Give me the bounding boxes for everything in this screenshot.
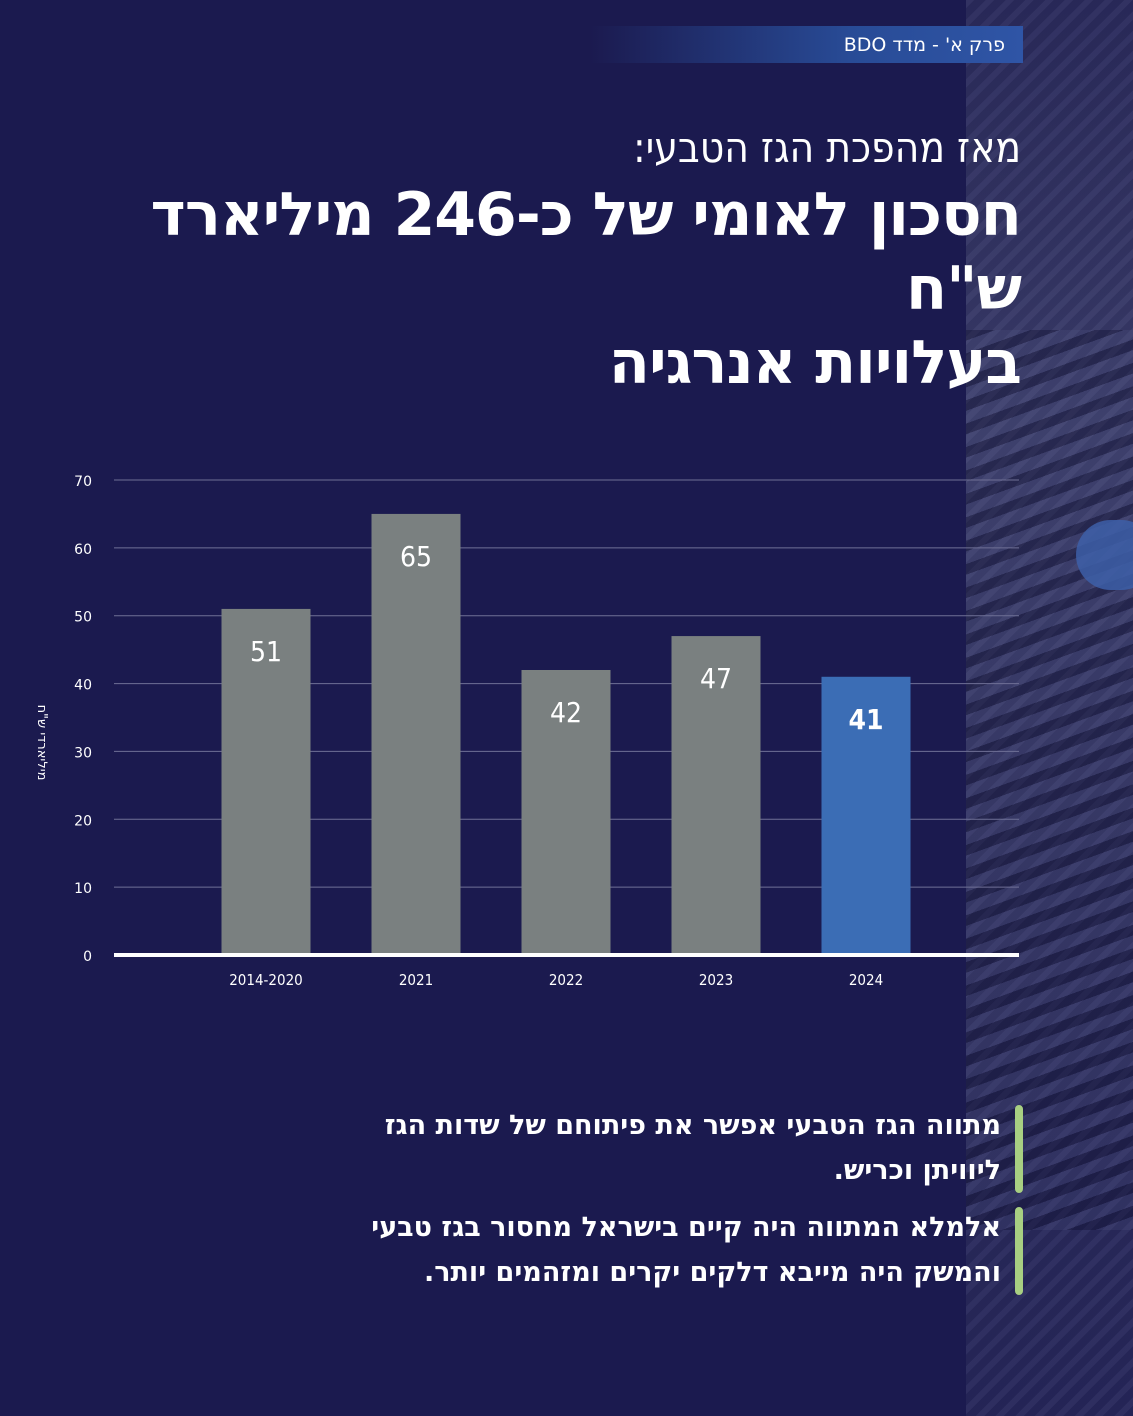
- bar: [671, 636, 761, 953]
- x-tick-label: 2021: [399, 971, 433, 989]
- bullet-text-line-1: אלמלא המתווה היה קיים בישראל מחסור בגז ט…: [371, 1212, 1001, 1243]
- section-header-bar: פרק א' - מדד BDO: [590, 26, 1023, 63]
- bar-value-label: 65: [400, 540, 432, 573]
- chart-bars: [221, 513, 911, 953]
- y-tick-label: 50: [74, 610, 92, 626]
- bar-chart: 0 10 20 30 40 50 60 70 מיליארדי ש"ח 51 2014-2020 65…: [34, 474, 1019, 989]
- bullet-text-line-1: מתווה הגז הטבעי אפשר את פיתוחם של שדות ה…: [384, 1110, 1001, 1141]
- bullet-text-line-2: והמשק היה מייבא דלקים יקרים ומזהמים יותר…: [423, 1257, 1001, 1288]
- chart-labels: 0 10 20 30 40 50 60 70 מיליארדי ש"ח 51 2014-2020 65…: [34, 474, 884, 989]
- bar-value-label: 42: [550, 696, 582, 729]
- y-tick-label: 0: [83, 949, 92, 965]
- bullet-text-line-2: ליוויתן וכריש.: [833, 1155, 1001, 1186]
- y-tick-label: 30: [74, 745, 92, 761]
- bar-value-label: 47: [700, 662, 732, 695]
- y-axis-label: מיליארדי ש"ח: [34, 705, 49, 781]
- x-tick-label: 2024: [849, 971, 883, 989]
- bar: [521, 670, 611, 953]
- bar-value-label: 41: [848, 703, 883, 736]
- page-headline-line-2: בעלויות אנרגיה: [608, 328, 1022, 398]
- title-block: מאז מהפכת הגז הטבעי: חסכון לאומי של כ-24…: [41, 118, 1022, 400]
- y-tick-label: 10: [74, 881, 92, 897]
- bar-value-label: 51: [250, 635, 282, 668]
- y-tick-label: 40: [74, 678, 92, 694]
- page-subtitle: מאז מהפכת הגז הטבעי:: [633, 123, 1021, 172]
- y-tick-label: 20: [74, 813, 92, 829]
- bar: [371, 513, 461, 953]
- photo-highlight: [1076, 520, 1133, 590]
- section-tag: פרק א' - מדד BDO: [843, 33, 1005, 56]
- bullet-item-2: אלמלא המתווה היה קיים בישראל מחסור בגז ט…: [323, 1205, 1023, 1295]
- y-tick-label: 70: [74, 474, 92, 490]
- bullet-accent-bar: [1015, 1105, 1023, 1193]
- y-tick-label: 60: [74, 542, 92, 558]
- x-tick-label: 2023: [699, 971, 733, 989]
- x-tick-label: 2014-2020: [229, 971, 303, 989]
- bullet-accent-bar: [1015, 1207, 1023, 1295]
- bar: [221, 608, 311, 953]
- x-tick-label: 2022: [549, 971, 583, 989]
- page-headline-line-1: חסכון לאומי של כ-246 מיליארד ש"ח: [150, 180, 1022, 324]
- bar: [821, 676, 911, 953]
- bullet-list: מתווה הגז הטבעי אפשר את פיתוחם של שדות ה…: [323, 1103, 1023, 1307]
- bullet-item-1: מתווה הגז הטבעי אפשר את פיתוחם של שדות ה…: [323, 1103, 1023, 1193]
